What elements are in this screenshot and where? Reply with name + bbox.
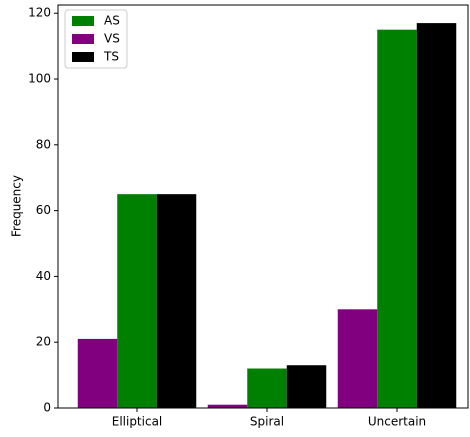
y-tick-label: 100 (28, 72, 51, 86)
bar (247, 368, 287, 408)
x-tick-label: Elliptical (112, 415, 163, 429)
bar (207, 404, 248, 408)
y-tick-label: 0 (43, 401, 51, 415)
y-tick-label: 60 (36, 203, 51, 217)
legend-swatch (72, 34, 94, 44)
legend-label: TS (103, 50, 119, 64)
legend-swatch (72, 16, 94, 26)
x-tick-label: Uncertain (368, 415, 426, 429)
y-tick-label: 40 (36, 269, 51, 283)
legend-label: VS (104, 32, 120, 46)
y-tick-label: 20 (36, 335, 51, 349)
y-tick-label: 120 (28, 6, 51, 20)
y-tick-label: 80 (36, 137, 51, 151)
x-tick-label: Spiral (250, 415, 284, 429)
bar (156, 194, 197, 408)
bar (117, 194, 157, 408)
legend-label: AS (104, 14, 120, 28)
y-axis-label: Frequency (10, 175, 24, 237)
bar (416, 23, 457, 409)
bar (377, 29, 417, 409)
legend-swatch (72, 52, 94, 62)
bar (337, 309, 378, 408)
axes-frame (57, 4, 469, 409)
bar (286, 365, 327, 408)
bar (77, 338, 118, 408)
